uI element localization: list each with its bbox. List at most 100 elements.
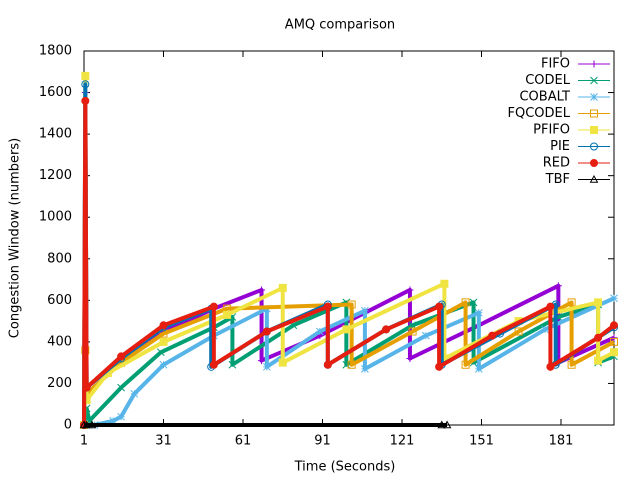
marker <box>406 286 414 294</box>
y-tick-label: 200 <box>47 376 72 391</box>
marker <box>117 352 126 361</box>
marker <box>323 302 332 311</box>
legend-marker <box>590 109 598 118</box>
marker <box>461 298 470 307</box>
legend-label: COBALT <box>519 90 570 105</box>
marker <box>315 327 324 336</box>
marker <box>87 420 97 429</box>
marker <box>435 362 444 371</box>
x-axis-label: Time (Seconds) <box>294 460 396 475</box>
marker <box>278 358 287 367</box>
y-tick-label: 400 <box>47 334 72 349</box>
series-line <box>82 300 615 426</box>
marker <box>81 71 90 80</box>
marker <box>82 420 91 429</box>
marker <box>262 362 271 371</box>
series-line <box>82 98 616 426</box>
legend-label: FQCODEL <box>508 106 571 121</box>
legend-label: RED <box>543 156 570 171</box>
marker <box>347 360 356 369</box>
marker <box>610 334 618 342</box>
x-tick-label: 61 <box>235 434 252 449</box>
marker <box>440 279 449 288</box>
marker <box>156 348 165 357</box>
marker <box>159 321 168 330</box>
legend-marker <box>590 126 598 134</box>
legend-marker <box>590 142 599 151</box>
marker <box>408 327 417 336</box>
marker <box>594 298 603 307</box>
marker <box>278 283 287 292</box>
marker <box>130 389 139 398</box>
legend-marker <box>590 93 598 101</box>
legend-label: PFIFO <box>533 123 570 138</box>
marker <box>594 356 603 365</box>
marker <box>117 412 125 421</box>
marker <box>546 362 555 371</box>
x-tick-label: 181 <box>549 434 574 449</box>
legend-marker <box>590 159 599 167</box>
marker <box>159 360 168 369</box>
marker <box>361 365 369 373</box>
marker <box>461 360 470 369</box>
marker <box>382 325 391 334</box>
legend-marker <box>590 60 598 68</box>
legend-label: CODEL <box>525 73 571 88</box>
series-line <box>82 90 615 426</box>
marker <box>554 282 562 290</box>
legend-marker <box>590 76 598 85</box>
marker <box>567 360 576 369</box>
marker <box>159 337 168 346</box>
marker <box>342 360 351 369</box>
x-tick-label: 1 <box>80 434 88 449</box>
marker <box>474 365 483 373</box>
y-tick-label: 1600 <box>39 85 72 100</box>
marker <box>258 286 266 294</box>
marker <box>610 294 618 303</box>
legend-label: FIFO <box>541 57 570 72</box>
marker <box>541 325 549 334</box>
y-tick-label: 1000 <box>39 210 72 225</box>
legend-marker <box>589 174 599 183</box>
marker <box>488 331 497 340</box>
marker <box>342 325 351 334</box>
marker <box>223 310 232 319</box>
legend-label: PIE <box>550 139 570 154</box>
marker <box>546 302 555 311</box>
marker <box>209 302 218 311</box>
marker <box>594 333 603 342</box>
marker <box>323 360 332 369</box>
marker <box>109 416 118 425</box>
marker <box>209 360 218 369</box>
marker <box>469 298 478 307</box>
marker <box>406 355 414 363</box>
legend-label: TBF <box>545 172 570 187</box>
marker <box>474 308 483 317</box>
marker <box>117 383 125 392</box>
y-tick-label: 1800 <box>39 44 72 59</box>
marker <box>442 420 452 429</box>
marker <box>82 383 91 392</box>
marker <box>159 329 168 338</box>
marker <box>81 80 90 89</box>
marker <box>262 327 271 336</box>
marker <box>258 357 266 365</box>
x-tick-label: 151 <box>469 434 494 449</box>
marker <box>361 306 369 315</box>
y-tick-label: 1400 <box>39 127 72 142</box>
marker <box>514 327 523 336</box>
marker <box>81 96 90 105</box>
marker <box>610 337 618 346</box>
marker <box>610 348 618 357</box>
marker <box>437 420 447 429</box>
x-tick-label: 91 <box>314 434 331 449</box>
marker <box>347 300 356 309</box>
marker <box>435 302 444 311</box>
x-tick-label: 31 <box>155 434 172 449</box>
x-tick-label: 121 <box>390 434 415 449</box>
y-tick-label: 0 <box>64 418 72 433</box>
y-tick-label: 600 <box>47 293 72 308</box>
y-tick-label: 800 <box>47 251 72 266</box>
chart-title: AMQ comparison <box>285 18 395 33</box>
marker <box>228 360 237 369</box>
